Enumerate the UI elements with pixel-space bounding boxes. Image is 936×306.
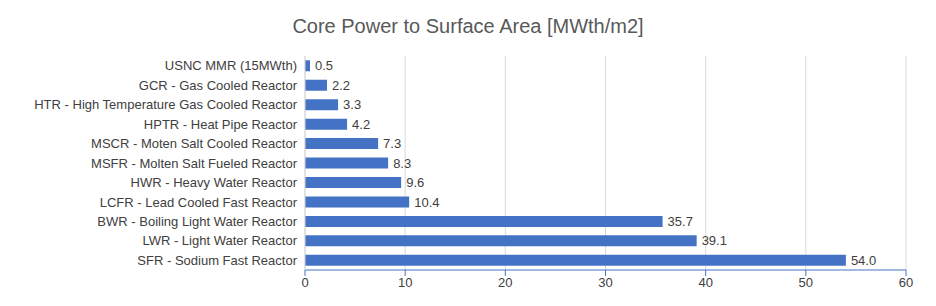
svg-text:20: 20 [498,275,512,290]
svg-text:4.2: 4.2 [352,117,370,132]
svg-text:0: 0 [301,275,308,290]
svg-text:10: 10 [398,275,412,290]
html-text:Core Power to Surface Area [MW: Core Power to Surface Area [MWth/m2] [292,15,644,37]
svg-text:BWR - Boiling Light Water Reac: BWR - Boiling Light Water Reactor [97,214,297,229]
svg-text:HWR - Heavy Water Reactor: HWR - Heavy Water Reactor [131,175,298,190]
svg-text:SFR - Sodium Fast Reactor: SFR - Sodium Fast Reactor [137,253,297,268]
svg-text:54.0: 54.0 [851,253,876,268]
svg-text:39.1: 39.1 [702,233,727,248]
svg-text:3.3: 3.3 [343,97,361,112]
svg-text:HTR - High Temperature Gas Coo: HTR - High Temperature Gas Cooled Reacto… [34,97,297,112]
svg-text:9.6: 9.6 [406,175,424,190]
svg-text:8.3: 8.3 [393,156,411,171]
svg-text:35.7: 35.7 [668,214,693,229]
svg-text:LWR - Light Water Reactor: LWR - Light Water Reactor [142,233,297,248]
svg-text:10.4: 10.4 [414,195,439,210]
svg-text:0.5: 0.5 [315,58,333,73]
svg-text:GCR - Gas Cooled Reactor: GCR - Gas Cooled Reactor [139,78,298,93]
svg-text:HPTR - Heat Pipe Reactor: HPTR - Heat Pipe Reactor [144,117,298,132]
svg-text:MSCR - Moten Salt Cooled React: MSCR - Moten Salt Cooled Reactor [91,136,298,151]
svg-text:2.2: 2.2 [332,78,350,93]
svg-text:LCFR - Lead Cooled Fast Reacto: LCFR - Lead Cooled Fast Reactor [100,195,298,210]
svg-text:40: 40 [698,275,712,290]
svg-text:50: 50 [799,275,813,290]
svg-text:30: 30 [598,275,612,290]
svg-text:60: 60 [899,275,913,290]
svg-text:USNC MMR (15MWth): USNC MMR (15MWth) [165,58,297,73]
svg-text:MSFR - Molten Salt Fueled Reac: MSFR - Molten Salt Fueled Reactor [91,156,298,171]
svg-text:7.3: 7.3 [383,136,401,151]
